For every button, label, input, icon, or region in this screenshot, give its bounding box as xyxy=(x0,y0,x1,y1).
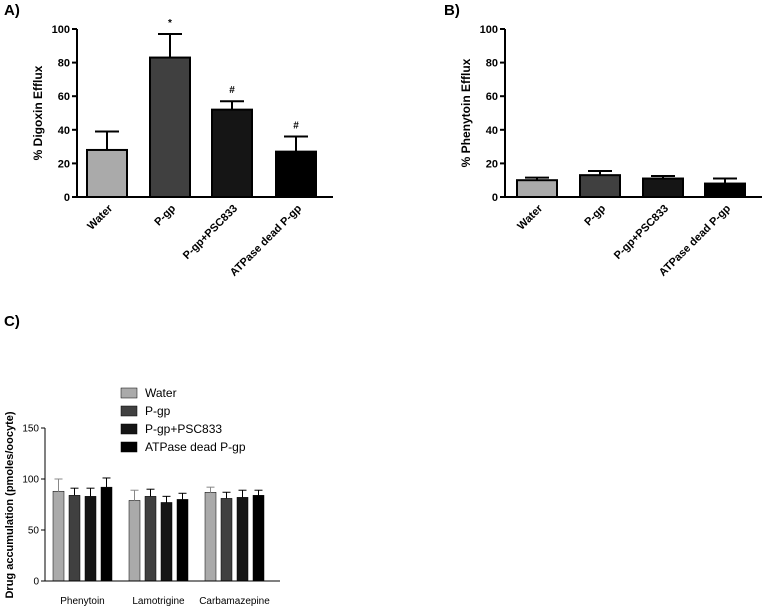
panel-a-y-axis-title: % Digoxin Efflux xyxy=(31,65,45,160)
category-label: Water xyxy=(85,202,115,232)
panel-c-bars xyxy=(52,477,265,582)
panel-b-bars xyxy=(516,169,746,199)
category-label: Lamotrigine xyxy=(132,596,185,607)
y-tick-label: 50 xyxy=(28,526,40,537)
category-label: P-gp xyxy=(152,202,178,228)
y-tick-label: 0 xyxy=(33,577,39,588)
bar xyxy=(516,179,558,198)
category-label: ATPase dead P-gp xyxy=(657,202,733,278)
y-tick-label: 20 xyxy=(58,158,70,170)
bar xyxy=(220,498,233,582)
y-tick-label: 20 xyxy=(486,158,498,170)
significance-marker: # xyxy=(229,85,235,96)
bar xyxy=(52,490,65,582)
panel-b-y-ticks: 0 20 40 60 80 100 xyxy=(480,24,505,204)
panel-a: A) % Digoxin Efflux 0 20 40 60 80 100 * # # Wat… xyxy=(4,2,333,279)
bar xyxy=(149,56,191,199)
bar xyxy=(176,499,189,582)
panel-b-axes xyxy=(504,29,762,198)
bar xyxy=(642,177,684,199)
bar xyxy=(84,496,97,582)
bar xyxy=(68,495,81,582)
legend-label: ATPase dead P-gp xyxy=(145,440,246,454)
bar xyxy=(275,150,317,198)
legend-swatch xyxy=(120,387,138,399)
panel-c: C) Drug accumulation (pmoles/oocyte) 0 50… xyxy=(4,313,280,607)
significance-marker: # xyxy=(293,121,299,132)
category-label: ATPase dead P-gp xyxy=(228,202,304,278)
legend-label: Water xyxy=(145,386,177,400)
panel-b: B) % Phenytoin Efflux 0 20 40 60 80 100 Water… xyxy=(444,2,762,279)
panel-c-category-labels: Phenytoin Lamotrigine Carbamazepine xyxy=(60,596,270,607)
legend-label: P-gp xyxy=(145,404,171,418)
y-tick-label: 0 xyxy=(64,192,70,204)
category-label: Carbamazepine xyxy=(199,596,270,607)
bar xyxy=(86,148,128,199)
panel-c-axes xyxy=(44,428,280,582)
bar xyxy=(211,108,253,198)
legend-label: P-gp+PSC833 xyxy=(145,422,222,436)
panel-c-y-axis-title: Drug accumulation (pmoles/oocyte) xyxy=(4,411,16,598)
y-tick-label: 150 xyxy=(22,424,39,435)
panel-c-legend: Water P-gp P-gp+PSC833 ATPase dead P-gp xyxy=(120,386,246,454)
y-tick-label: 80 xyxy=(486,58,498,70)
y-tick-label: 60 xyxy=(486,91,498,103)
legend-swatch xyxy=(120,441,138,453)
legend-swatch xyxy=(120,423,138,435)
bar xyxy=(704,182,746,198)
bar xyxy=(204,492,217,582)
bar xyxy=(252,495,265,582)
panel-a-label: A) xyxy=(4,2,20,19)
category-label: P-gp+PSC833 xyxy=(612,203,671,262)
panel-a-y-ticks: 0 20 40 60 80 100 xyxy=(52,24,77,204)
y-tick-label: 40 xyxy=(58,125,70,137)
category-label: Water xyxy=(515,202,545,232)
bar xyxy=(579,174,621,199)
bar xyxy=(128,500,141,582)
bar xyxy=(160,502,173,582)
y-tick-label: 60 xyxy=(58,91,70,103)
y-tick-label: 100 xyxy=(52,24,70,36)
y-tick-label: 0 xyxy=(492,192,498,204)
panel-c-label: C) xyxy=(4,313,20,330)
panel-a-bars: * # # xyxy=(86,18,317,199)
y-tick-label: 80 xyxy=(58,58,70,70)
bar xyxy=(236,497,249,582)
panel-a-axes xyxy=(76,29,333,198)
panel-b-y-axis-title: % Phenytoin Efflux xyxy=(459,58,473,167)
legend-swatch xyxy=(120,405,138,417)
y-tick-label: 100 xyxy=(480,24,498,36)
bar xyxy=(100,486,113,582)
category-label: P-gp xyxy=(582,202,608,228)
bar xyxy=(144,496,157,582)
significance-marker: * xyxy=(168,18,172,29)
y-tick-label: 40 xyxy=(486,125,498,137)
panel-b-label: B) xyxy=(444,2,460,19)
category-label: Phenytoin xyxy=(60,596,104,607)
y-tick-label: 100 xyxy=(22,475,39,486)
panel-c-y-ticks: 0 50 100 150 xyxy=(22,424,45,588)
category-label: P-gp+PSC833 xyxy=(181,203,240,262)
